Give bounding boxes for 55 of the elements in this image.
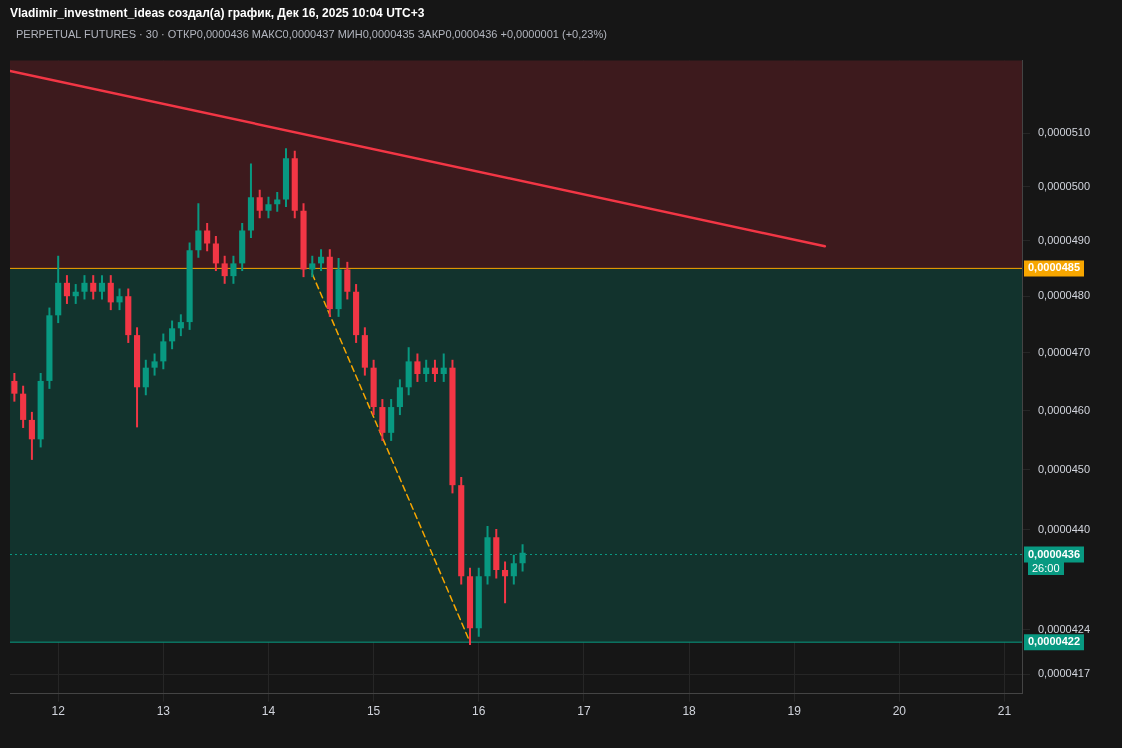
candlestick [63, 275, 71, 304]
ref-line-label: 0,0000436 [1028, 547, 1080, 560]
x-tick-label: 13 [156, 704, 171, 719]
candlestick [90, 275, 97, 300]
y-tick-label: 0,0000510 [1038, 126, 1090, 139]
candlestick [195, 203, 202, 258]
candlestick [230, 255, 237, 284]
candlestick [28, 411, 35, 460]
candlestick [11, 373, 18, 402]
candlestick [98, 275, 106, 300]
ref-line-label: 0,0000485 [1028, 261, 1080, 274]
candlestick [177, 314, 184, 337]
y-tick-label: 0,0000460 [1038, 403, 1090, 416]
x-tick-label: 12 [51, 704, 66, 719]
x-tick-label: 16 [472, 704, 486, 719]
chart-subtitle: PERPETUAL FUTURES · 30 · ОТКР0,0000436 МАКС0,0000437 МИН0,0000435 ЗАКР0,0000436 +0,0000001 (+0,23%) [15, 27, 608, 42]
candlestick [431, 359, 439, 382]
candlestick [344, 261, 351, 300]
x-tick-label: 15 [366, 704, 381, 719]
y-tick-label: 0,0000500 [1038, 179, 1090, 192]
x-tick-label: 14 [261, 704, 276, 719]
candlestick [423, 359, 430, 382]
candlestick [221, 255, 228, 284]
candlestick [212, 235, 219, 272]
chart-title: Vladimir_investment_ideas создал(а) график, Дек 16, 2025 10:04 UTC+3 [9, 5, 426, 22]
candlestick [142, 359, 149, 396]
candlestick [510, 554, 517, 585]
candlestick [204, 222, 211, 252]
candlestick [81, 275, 88, 300]
x-tick-label: 17 [577, 704, 591, 719]
candlestick [440, 353, 447, 382]
x-tick-label: 20 [892, 704, 907, 719]
x-tick-label: 19 [787, 704, 802, 719]
candlestick [414, 353, 421, 382]
candlestick [501, 561, 509, 604]
candlestick [396, 379, 403, 416]
x-tick-label: 21 [997, 704, 1012, 719]
y-tick-label: 0,0000470 [1038, 345, 1090, 358]
y-tick-label: 0,0000450 [1038, 462, 1090, 475]
candlestick [169, 320, 176, 350]
ref-line-label: 0,0000422 [1028, 635, 1080, 648]
y-tick-label: 0,0000440 [1038, 523, 1090, 535]
y-tick-label: 0,0000417 [1038, 667, 1090, 680]
x-tick-label: 18 [682, 704, 697, 719]
candlestick [265, 196, 272, 219]
text: 26:00 [1032, 562, 1060, 574]
y-tick-label: 0,0000480 [1038, 289, 1090, 302]
candlestick [151, 353, 158, 376]
y-tick-label: 0,0000490 [1038, 233, 1090, 246]
candlestick [107, 275, 114, 311]
candlestick [256, 189, 263, 219]
candlestick [116, 288, 123, 311]
candlestick [160, 333, 167, 370]
y-tick-label: 0,0000424 [1038, 622, 1090, 635]
candlestick [309, 255, 316, 278]
